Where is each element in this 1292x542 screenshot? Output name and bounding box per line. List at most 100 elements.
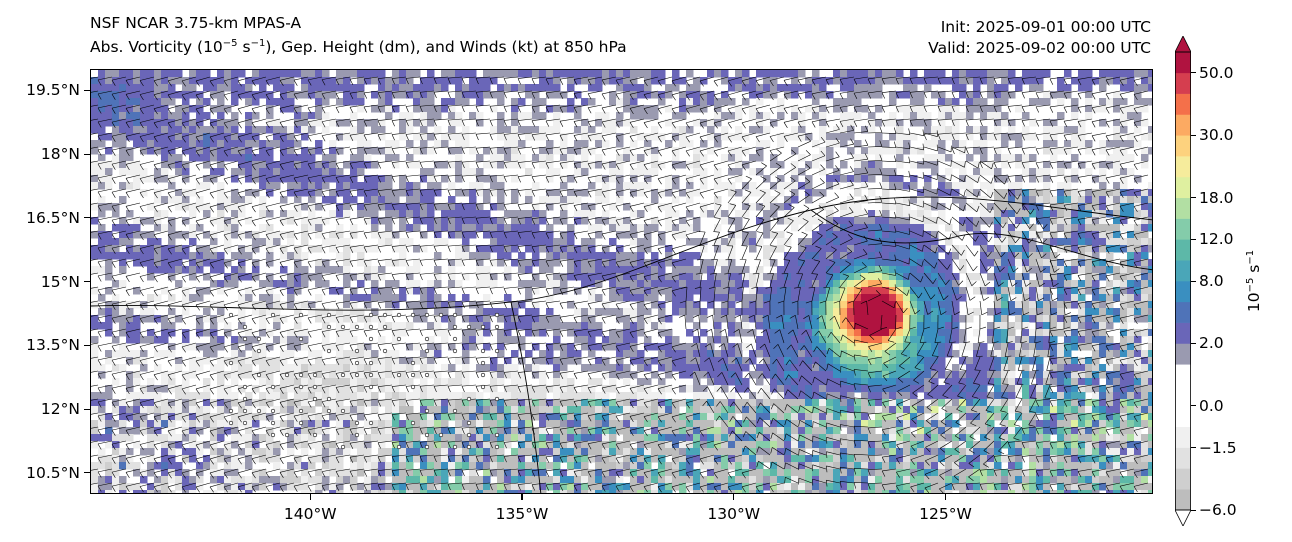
vorticity-cell (203, 161, 211, 169)
vorticity-cell (336, 98, 344, 106)
vorticity-cell (343, 189, 351, 197)
vorticity-cell (686, 343, 694, 351)
vorticity-cell (532, 154, 540, 162)
vorticity-cell (252, 154, 260, 162)
vorticity-cell (812, 140, 820, 148)
vorticity-cell (644, 238, 652, 246)
vorticity-cell (749, 392, 757, 400)
vorticity-cell (700, 245, 708, 253)
vorticity-cell (665, 252, 673, 260)
vorticity-cell (644, 357, 652, 365)
vorticity-cell (497, 364, 505, 372)
vorticity-cell (455, 147, 463, 155)
vorticity-cell (1085, 364, 1093, 372)
vorticity-cell (413, 343, 421, 351)
vorticity-cell (854, 350, 862, 358)
vorticity-cell (791, 91, 799, 99)
vorticity-cell (574, 105, 582, 113)
vorticity-cell (896, 392, 904, 400)
vorticity-cell (1057, 161, 1065, 169)
vorticity-cell (686, 371, 694, 379)
vorticity-cell (1113, 154, 1121, 162)
vorticity-cell (1029, 294, 1037, 302)
vorticity-cell (357, 161, 365, 169)
vorticity-cell (133, 217, 141, 225)
vorticity-cell (574, 266, 582, 274)
vorticity-cell (791, 287, 799, 295)
vorticity-cell (665, 315, 673, 323)
vorticity-cell (931, 266, 939, 274)
vorticity-cell (133, 161, 141, 169)
vorticity-cell (798, 70, 806, 78)
vorticity-cell (553, 70, 561, 78)
vorticity-cell (840, 217, 848, 225)
vorticity-cell (847, 287, 855, 295)
vorticity-cell (371, 77, 379, 85)
vorticity-cell (784, 217, 792, 225)
vorticity-cell (140, 133, 148, 141)
vorticity-cell (1036, 231, 1044, 239)
vorticity-cell (1127, 266, 1135, 274)
vorticity-cell (595, 175, 603, 183)
vorticity-cell (427, 364, 435, 372)
vorticity-cell (679, 224, 687, 232)
vorticity-cell (889, 371, 897, 379)
vorticity-cell (889, 252, 897, 260)
vorticity-cell (406, 210, 414, 218)
vorticity-cell (812, 189, 820, 197)
vorticity-cell (805, 252, 813, 260)
vorticity-cell (742, 231, 750, 239)
vorticity-cell (546, 245, 554, 253)
vorticity-cell (721, 77, 729, 85)
vorticity-cell (819, 224, 827, 232)
vorticity-cell (1071, 392, 1079, 400)
vorticity-cell (868, 273, 876, 281)
vorticity-cell (161, 315, 169, 323)
vorticity-cell (210, 280, 218, 288)
vorticity-cell (763, 273, 771, 281)
vorticity-cell (336, 119, 344, 127)
vorticity-cell (385, 84, 393, 92)
vorticity-cell (98, 182, 106, 190)
vorticity-cell (357, 98, 365, 106)
vorticity-cell (1085, 210, 1093, 218)
vorticity-cell (196, 287, 204, 295)
vorticity-cell (217, 399, 225, 407)
vorticity-cell (686, 315, 694, 323)
vorticity-cell (504, 273, 512, 281)
vorticity-cell (917, 301, 925, 309)
vorticity-cell (315, 378, 323, 386)
vorticity-cell (966, 70, 974, 78)
vorticity-cell (812, 91, 820, 99)
vorticity-cell (1113, 91, 1121, 99)
vorticity-cell (182, 119, 190, 127)
vorticity-cell (378, 217, 386, 225)
vorticity-cell (875, 119, 883, 127)
vorticity-cell (1141, 77, 1149, 85)
vorticity-cell (371, 245, 379, 253)
vorticity-cell (518, 238, 526, 246)
vorticity-cell (385, 196, 393, 204)
vorticity-cell (182, 84, 190, 92)
vorticity-cell (889, 245, 897, 253)
vorticity-cell (630, 168, 638, 176)
vorticity-cell (1141, 329, 1149, 337)
vorticity-cell (714, 308, 722, 316)
vorticity-cell (679, 280, 687, 288)
vorticity-cell (917, 147, 925, 155)
vorticity-cell (756, 301, 764, 309)
vorticity-cell (910, 301, 918, 309)
vorticity-cell (882, 315, 890, 323)
vorticity-cell (623, 392, 631, 400)
vorticity-cell (336, 399, 344, 407)
vorticity-cell (833, 105, 841, 113)
vorticity-cell (1085, 189, 1093, 197)
vorticity-cell (721, 266, 729, 274)
vorticity-cell (959, 161, 967, 169)
vorticity-cell (238, 259, 246, 267)
vorticity-cell (203, 392, 211, 400)
vorticity-cell (910, 217, 918, 225)
vorticity-cell (175, 266, 183, 274)
vorticity-cell (98, 161, 106, 169)
vorticity-cell (609, 343, 617, 351)
